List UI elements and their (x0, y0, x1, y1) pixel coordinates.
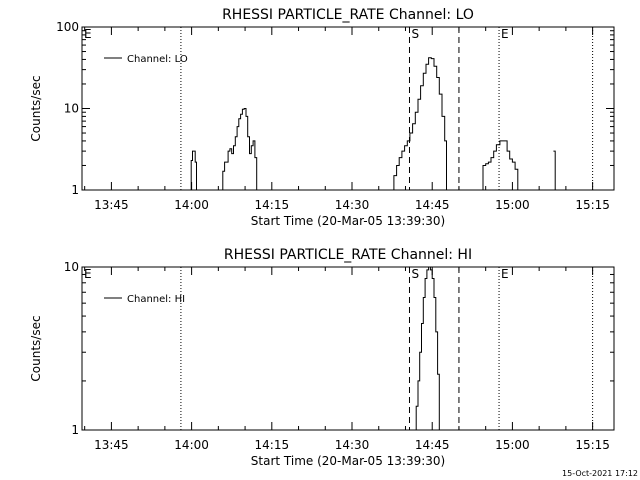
x-tick-label: 13:45 (94, 198, 129, 212)
plot-frame (81, 266, 615, 431)
y-tick-label: 1 (71, 423, 79, 437)
x-axis-label: Start Time (20-Mar-05 13:39:30) (251, 214, 445, 228)
annotation-e: E (501, 27, 509, 41)
y-tick-label: 10 (64, 102, 79, 116)
y-tick-label: 100 (56, 20, 79, 34)
annotation-s: S (411, 267, 419, 281)
x-tick-label: 14:45 (415, 438, 450, 452)
plot-frame (81, 26, 615, 191)
x-tick-label: 14:00 (174, 438, 209, 452)
x-tick-label: 14:30 (335, 438, 370, 452)
x-tick-label: 14:30 (335, 198, 370, 212)
series-line-channel-lo (392, 57, 447, 191)
series-line-channel-hi (414, 266, 440, 431)
legend-label: Channel: HI (127, 294, 185, 305)
annotation-e: E (84, 27, 92, 41)
series-line-channel-lo (189, 150, 197, 191)
chart-title: RHESSI PARTICLE_RATE Channel: LO (222, 7, 474, 23)
series-line-channel-lo (221, 108, 258, 191)
chart-panel-lo: RHESSI PARTICLE_RATE Channel: LO Counts/s… (29, 7, 615, 228)
x-tick-label: 14:15 (255, 198, 290, 212)
chart-panel-hi: RHESSI PARTICLE_RATE Channel: HI Counts/s… (29, 247, 615, 468)
x-tick-label: 14:45 (415, 198, 450, 212)
x-tick-label: 14:15 (255, 438, 290, 452)
y-axis-label: Counts/sec (29, 75, 43, 141)
x-tick-label: 15:00 (495, 438, 530, 452)
x-tick-label: 13:45 (94, 438, 129, 452)
annotation-e: E (501, 267, 509, 281)
x-axis-label: Start Time (20-Mar-05 13:39:30) (251, 454, 445, 468)
x-tick-label: 15:15 (575, 438, 610, 452)
x-tick-label: 15:00 (495, 198, 530, 212)
series-line-channel-lo (553, 150, 556, 190)
x-tick-label: 15:15 (575, 198, 610, 212)
series-line-channel-lo (480, 140, 519, 191)
chart-title: RHESSI PARTICLE_RATE Channel: HI (224, 247, 472, 263)
y-tick-label: 1 (71, 183, 79, 197)
annotation-s: S (411, 27, 419, 41)
legend-label: Channel: LO (127, 54, 188, 65)
y-tick-label: 10 (64, 260, 79, 274)
y-axis-label: Counts/sec (29, 315, 43, 381)
x-tick-label: 14:00 (174, 198, 209, 212)
footer-timestamp: 15-Oct-2021 17:12 (562, 469, 638, 478)
annotation-e: E (84, 267, 92, 281)
